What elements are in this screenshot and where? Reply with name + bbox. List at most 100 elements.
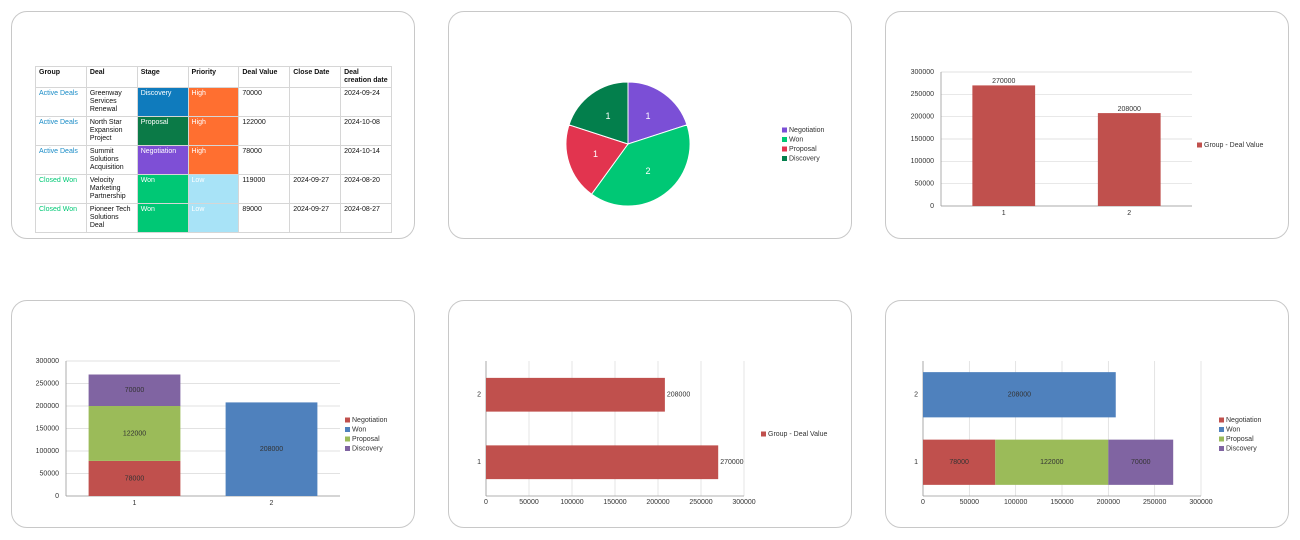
x-tick-label: 250000 bbox=[689, 499, 712, 506]
legend-swatch bbox=[345, 436, 350, 442]
pie-slice bbox=[565, 124, 629, 195]
x-tick-label: 50000 bbox=[519, 499, 539, 506]
y-tick-label: 1 bbox=[914, 459, 918, 466]
header-row: Group Deal Stage Priority Deal Value Close Da… bbox=[35, 66, 392, 88]
data-label: 208000 bbox=[1008, 392, 1031, 399]
legend-label: Group - Deal Value bbox=[1204, 142, 1264, 149]
data-label: 70000 bbox=[125, 387, 145, 394]
chart-panel: 0 50000 100000 150000 200000 250000 300000 1 270… bbox=[885, 11, 1289, 239]
chart: 0 50000 100000 150000 200000 250000 300000 1 780… bbox=[914, 361, 1262, 506]
table-cell bbox=[289, 87, 342, 117]
bar bbox=[995, 439, 1109, 485]
legend-label: Discovery bbox=[352, 445, 383, 452]
table-cell: 2024-10-08 bbox=[340, 116, 392, 146]
table-cell: Low bbox=[187, 174, 240, 204]
table-cell: Won bbox=[136, 174, 189, 204]
legend-label: Negotiation bbox=[352, 417, 388, 424]
y-tick-label: 2 bbox=[914, 392, 918, 399]
x-tick-label: 1 bbox=[1002, 210, 1006, 217]
x-tick-label: 0 bbox=[484, 499, 488, 506]
legend-swatch bbox=[1197, 142, 1202, 148]
bar bbox=[923, 439, 996, 485]
chart: 1 2 1 1 Negotiation Won Proposal Discovery bbox=[565, 81, 825, 207]
table-cell: Discovery bbox=[136, 87, 189, 117]
data-label: 122000 bbox=[1040, 459, 1063, 466]
data-label: 78000 bbox=[949, 459, 969, 466]
chart-panel: 1 2 1 1 Negotiation Won Proposal Discovery bbox=[448, 11, 852, 239]
x-tick-label: 0 bbox=[921, 499, 925, 506]
bar bbox=[225, 402, 318, 496]
slice-label: 1 bbox=[593, 149, 598, 159]
legend-label: Proposal bbox=[789, 146, 817, 153]
table-cell bbox=[289, 145, 342, 175]
bar bbox=[88, 406, 181, 461]
table-cell: Velocity Marketing Partnership bbox=[85, 174, 138, 204]
chart-panel: 0 50000 100000 150000 200000 250000 300000 1 270… bbox=[448, 300, 852, 528]
y-tick-label: 200000 bbox=[911, 114, 934, 121]
pie-slice bbox=[590, 124, 691, 207]
slice-label: 1 bbox=[605, 111, 610, 121]
table-cell: 2024-09-27 bbox=[289, 203, 342, 233]
bar bbox=[923, 372, 1116, 418]
table-cell: Greenway Services Renewal bbox=[85, 87, 138, 117]
legend-label: Won bbox=[789, 136, 803, 143]
legend-label: Won bbox=[352, 426, 366, 433]
table-row: Active Deals North Star Expansion Project… bbox=[35, 116, 392, 146]
bar bbox=[972, 85, 1036, 206]
legend-swatch bbox=[345, 427, 350, 432]
legend-swatch bbox=[782, 127, 787, 133]
data-label: 78000 bbox=[125, 475, 145, 482]
y-tick-label: 50000 bbox=[40, 470, 60, 477]
table-cell: 2024-08-27 bbox=[340, 203, 392, 233]
legend-label: Proposal bbox=[352, 436, 380, 443]
chart: 0 50000 100000 150000 200000 250000 300000 1 270… bbox=[911, 69, 1264, 217]
table-cell: Low bbox=[187, 203, 240, 233]
y-tick-label: 0 bbox=[55, 493, 59, 500]
y-tick-label: 250000 bbox=[36, 380, 59, 387]
chart-panel: 0 50000 100000 150000 200000 250000 300000 1 780… bbox=[885, 300, 1289, 528]
x-tick-label: 2 bbox=[1127, 210, 1131, 217]
x-tick-label: 150000 bbox=[603, 499, 626, 506]
table-cell: Active Deals bbox=[35, 145, 87, 175]
legend-swatch bbox=[1219, 446, 1224, 451]
y-tick-label: 0 bbox=[930, 203, 934, 210]
y-tick-label: 250000 bbox=[911, 91, 934, 98]
x-tick-label: 300000 bbox=[732, 499, 755, 506]
legend-swatch bbox=[782, 146, 787, 152]
x-tick-label: 2 bbox=[270, 500, 274, 507]
y-tick-label: 300000 bbox=[911, 69, 934, 76]
slice-label: 1 bbox=[646, 111, 651, 121]
legend-swatch bbox=[782, 156, 787, 161]
pie-slice bbox=[568, 81, 629, 145]
table-cell: Negotiation bbox=[136, 145, 189, 175]
slice-label: 2 bbox=[646, 166, 651, 176]
legend-label: Negotiation bbox=[1226, 417, 1262, 424]
table-cell: High bbox=[187, 87, 240, 117]
bar bbox=[1108, 439, 1174, 485]
data-label: 208000 bbox=[1118, 106, 1141, 113]
legend-label: Won bbox=[1226, 426, 1240, 433]
chart: 0 50000 100000 150000 200000 250000 300000 1 270… bbox=[477, 361, 828, 506]
bar bbox=[1097, 113, 1161, 206]
table-cell: 70000 bbox=[238, 87, 291, 117]
table-cell bbox=[289, 116, 342, 146]
table-cell: High bbox=[187, 116, 240, 146]
table-cell: 2024-08-20 bbox=[340, 174, 392, 204]
table-row: Closed Won Pioneer Tech Solutions Deal Won… bbox=[35, 203, 392, 233]
legend-label: Discovery bbox=[789, 155, 820, 162]
y-tick-label: 150000 bbox=[911, 136, 934, 143]
table-cell: Won bbox=[136, 203, 189, 233]
legend-swatch bbox=[761, 431, 766, 437]
table-cell: Closed Won bbox=[35, 174, 87, 204]
table-cell: 2024-10-14 bbox=[340, 145, 392, 175]
data-label: 208000 bbox=[667, 392, 690, 399]
legend-label: Proposal bbox=[1226, 436, 1254, 443]
table-cell: Active Deals bbox=[35, 87, 87, 117]
data-label: 70000 bbox=[1131, 459, 1151, 466]
bar bbox=[486, 445, 719, 480]
deals-table: Group Deal Stage Priority Deal Value Close Da… bbox=[35, 66, 392, 233]
header-cell: Close Date bbox=[289, 66, 342, 88]
x-tick-label: 100000 bbox=[1004, 499, 1027, 506]
table-cell: North Star Expansion Project bbox=[85, 116, 138, 146]
